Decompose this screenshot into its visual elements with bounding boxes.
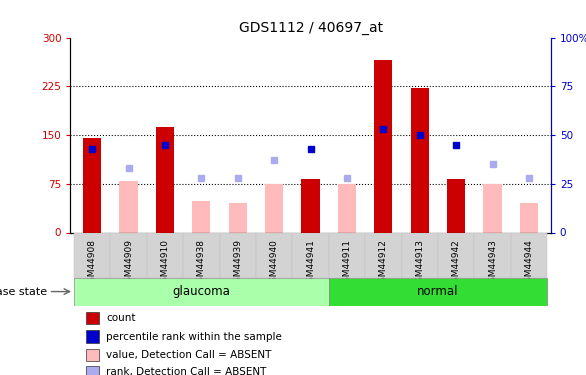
Bar xyxy=(411,88,429,232)
Bar xyxy=(220,232,256,278)
Bar xyxy=(301,179,320,232)
Text: glaucoma: glaucoma xyxy=(172,285,230,298)
Bar xyxy=(483,184,502,232)
Bar xyxy=(86,349,98,361)
Bar xyxy=(74,232,110,278)
Bar xyxy=(401,232,438,278)
Text: GSM44941: GSM44941 xyxy=(306,239,315,288)
Text: GSM44939: GSM44939 xyxy=(233,239,242,288)
Text: normal: normal xyxy=(417,285,459,298)
Text: GSM44940: GSM44940 xyxy=(270,239,279,288)
Bar xyxy=(86,366,98,375)
Bar xyxy=(256,232,292,278)
Bar xyxy=(74,278,329,306)
Bar xyxy=(265,184,283,232)
Bar xyxy=(365,232,401,278)
Text: GSM44943: GSM44943 xyxy=(488,239,497,288)
Bar xyxy=(83,138,101,232)
Text: GSM44913: GSM44913 xyxy=(415,239,424,288)
Bar xyxy=(520,203,538,232)
Bar xyxy=(329,278,547,306)
Bar xyxy=(438,232,475,278)
Text: GSM44942: GSM44942 xyxy=(452,239,461,288)
Bar xyxy=(338,184,356,232)
Text: GSM44910: GSM44910 xyxy=(161,239,169,288)
Bar xyxy=(86,330,98,343)
Bar xyxy=(292,232,329,278)
Bar xyxy=(447,179,465,232)
Bar xyxy=(156,126,174,232)
Bar xyxy=(110,232,146,278)
Text: disease state: disease state xyxy=(0,286,47,297)
Bar xyxy=(120,180,138,232)
Text: GSM44938: GSM44938 xyxy=(197,239,206,288)
Bar xyxy=(183,232,220,278)
Text: GSM44912: GSM44912 xyxy=(379,239,388,288)
Text: rank, Detection Call = ABSENT: rank, Detection Call = ABSENT xyxy=(107,367,267,375)
Text: GSM44908: GSM44908 xyxy=(88,239,97,288)
Title: GDS1112 / 40697_at: GDS1112 / 40697_at xyxy=(239,21,383,35)
Text: count: count xyxy=(107,313,136,323)
Text: value, Detection Call = ABSENT: value, Detection Call = ABSENT xyxy=(107,350,272,360)
Text: GSM44944: GSM44944 xyxy=(524,239,533,288)
Bar xyxy=(374,60,393,232)
Text: GSM44911: GSM44911 xyxy=(342,239,352,288)
Bar xyxy=(146,232,183,278)
Bar xyxy=(329,232,365,278)
Bar xyxy=(475,232,511,278)
Text: percentile rank within the sample: percentile rank within the sample xyxy=(107,332,282,342)
Bar xyxy=(86,312,98,324)
Bar xyxy=(229,203,247,232)
Bar xyxy=(511,232,547,278)
Bar xyxy=(192,201,210,232)
Text: GSM44909: GSM44909 xyxy=(124,239,133,288)
